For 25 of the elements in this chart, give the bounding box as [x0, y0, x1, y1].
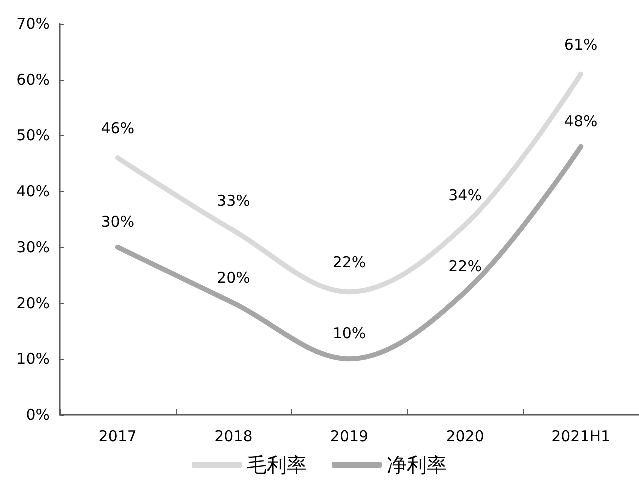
data-label: 30% [101, 212, 135, 231]
y-tick-label: 30% [16, 238, 50, 256]
data-label: 22% [332, 254, 366, 272]
data-label: 61% [564, 36, 598, 54]
data-label: 10% [332, 324, 366, 343]
legend-label: 毛利率 [247, 453, 307, 477]
y-tick-label: 20% [16, 294, 50, 312]
legend-label: 净利率 [387, 453, 447, 477]
y-tick-label: 50% [16, 126, 50, 145]
x-tick-label: 2019 [330, 428, 369, 446]
x-tick-label: 2021H1 [552, 428, 611, 446]
y-tick-label: 70% [16, 15, 50, 33]
y-tick-label: 60% [16, 70, 50, 89]
y-tick-label: 40% [16, 182, 50, 201]
data-label: 48% [564, 112, 598, 130]
data-label: 20% [217, 268, 250, 287]
x-tick-label: 2017 [98, 428, 137, 446]
x-tick-label: 2018 [214, 428, 253, 446]
y-tick-label: 0% [26, 406, 50, 424]
data-label: 22% [448, 258, 482, 276]
data-label: 46% [101, 120, 135, 138]
data-label: 34% [448, 186, 482, 205]
data-label: 33% [217, 192, 250, 210]
y-tick-label: 10% [16, 350, 50, 368]
x-tick-label: 2020 [446, 428, 484, 446]
